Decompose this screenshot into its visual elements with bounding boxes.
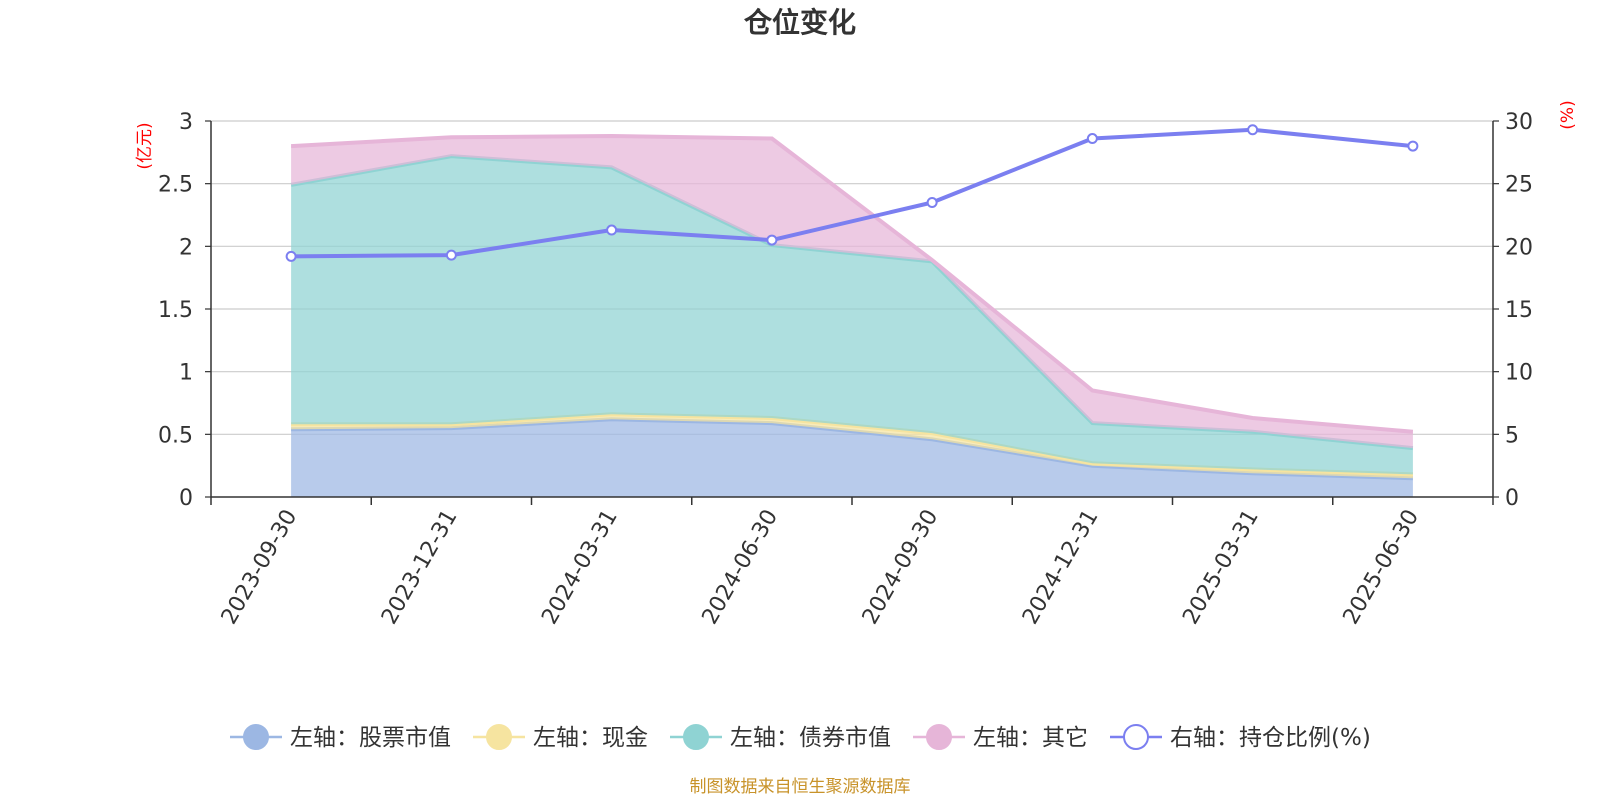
right-axis-tick-label: 30 xyxy=(1505,110,1533,135)
left-axis-tick-label: 2.5 xyxy=(158,173,193,198)
left-axis-tick-label: 0.5 xyxy=(158,423,193,448)
holding-ratio-point xyxy=(606,224,618,236)
x-axis-tick-label: 2024-03-31 xyxy=(537,506,623,629)
left-axis-tick-label: 3 xyxy=(179,110,193,135)
legend-marker xyxy=(683,724,709,750)
data-source-note: 制图数据来自恒生聚源数据库 xyxy=(690,777,911,797)
left-axis-tick-label: 2 xyxy=(179,235,193,260)
area-series-1 xyxy=(291,419,1413,497)
holding-ratio-point xyxy=(1407,140,1419,152)
x-axis-tick-label: 2025-06-30 xyxy=(1338,506,1424,629)
left-axis-unit: (亿元) xyxy=(135,122,155,169)
right-axis-unit: (%) xyxy=(1558,100,1578,129)
legend-label: 左轴：现金 xyxy=(533,725,648,751)
holding-ratio-point xyxy=(766,234,778,246)
legend-label: 右轴：持仓比例(%) xyxy=(1170,725,1371,751)
holding-ratio-point xyxy=(926,196,938,208)
holding-ratio-point xyxy=(285,250,297,262)
right-axis-tick-label: 25 xyxy=(1505,173,1533,198)
legend-marker xyxy=(486,724,512,750)
legend-marker xyxy=(243,724,269,750)
right-axis-tick-label: 15 xyxy=(1505,298,1533,323)
holding-ratio-point xyxy=(1247,124,1259,136)
stacked-areas xyxy=(290,133,1414,497)
x-axis-tick-label: 2024-06-30 xyxy=(697,506,783,629)
x-axis-tick-label: 2025-03-31 xyxy=(1178,506,1264,629)
x-axis-tick-label: 2024-12-31 xyxy=(1018,506,1104,629)
holding-ratio-line xyxy=(285,124,1419,262)
holding-ratio-path xyxy=(291,127,1414,259)
legend-label: 左轴：债券市值 xyxy=(730,725,891,751)
x-axis-tick-label: 2023-12-31 xyxy=(377,506,463,629)
legend-label: 左轴：其它 xyxy=(973,725,1088,751)
right-axis-tick-label: 0 xyxy=(1505,486,1519,511)
chart-title: 仓位变化 xyxy=(744,6,856,39)
legend: 左轴：股票市值 左轴：现金 左轴：债券市值 左轴：其它 右轴：持仓比例(%) xyxy=(230,724,1371,751)
right-axis-tick-label: 5 xyxy=(1505,423,1519,448)
area-edge-series-4 xyxy=(290,133,1414,434)
x-axis-tick-label: 2024-09-30 xyxy=(858,506,944,629)
holding-ratio-point xyxy=(445,249,457,261)
right-axis-tick-label: 20 xyxy=(1505,235,1533,260)
legend-marker xyxy=(926,724,952,750)
holding-ratio-point xyxy=(1086,133,1098,145)
left-axis-tick-label: 1.5 xyxy=(158,298,193,323)
left-axis-tick-label: 1 xyxy=(179,361,193,386)
left-axis-tick-label: 0 xyxy=(179,486,193,511)
right-axis-tick-label: 10 xyxy=(1505,361,1533,386)
legend-label: 左轴：股票市值 xyxy=(290,725,451,751)
legend-marker xyxy=(1123,724,1149,750)
x-axis-tick-label: 2023-09-30 xyxy=(217,506,303,629)
